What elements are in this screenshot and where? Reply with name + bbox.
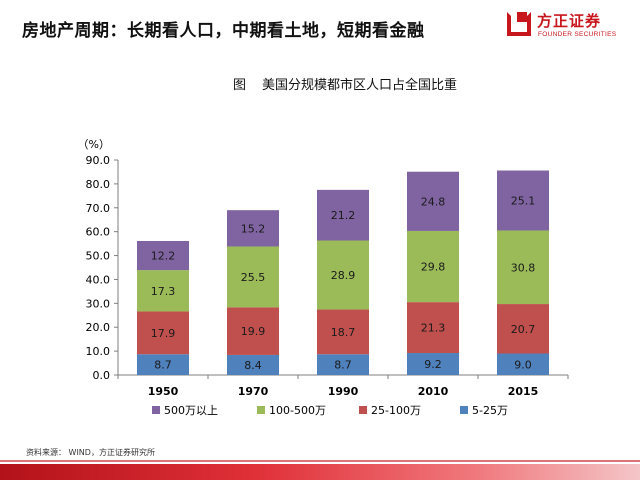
- y-tick-label: 30.0: [86, 297, 111, 310]
- data-label: 30.8: [511, 261, 536, 274]
- founder-securities-logo: 方正证券 FOUNDER SECURITIES: [507, 10, 633, 50]
- data-label: 25.1: [511, 194, 536, 207]
- data-label: 24.8: [421, 195, 446, 208]
- y-tick-label: 90.0: [86, 154, 111, 167]
- bar-segment: [497, 230, 549, 305]
- footer-bar: [0, 464, 640, 480]
- chart-title: 图 美国分规模都市区人口占全国比重: [0, 74, 640, 93]
- data-label: 18.7: [331, 326, 356, 339]
- bar-segment: [317, 309, 369, 355]
- x-tick-label: 2015: [508, 385, 539, 398]
- x-tick-label: 2010: [418, 385, 449, 398]
- logo-text-en: FOUNDER SECURITIES: [538, 31, 617, 38]
- bar-segment: [497, 170, 549, 231]
- bar-segment: [137, 354, 189, 375]
- bar-segment: [137, 311, 189, 355]
- legend-swatch: [359, 406, 367, 414]
- x-tick-label: 1950: [148, 385, 179, 398]
- bar-segment: [317, 189, 369, 241]
- data-label: 17.9: [151, 327, 176, 340]
- footer-divider: [0, 460, 640, 462]
- y-tick-label: 10.0: [86, 345, 111, 358]
- y-axis-unit-label: （%）: [78, 138, 110, 151]
- bar-segment: [227, 307, 279, 355]
- data-label: 9.0: [514, 358, 532, 371]
- logo-text-cn: 方正证券: [537, 12, 602, 30]
- legend-swatch: [460, 406, 468, 414]
- bar-segment: [227, 246, 279, 308]
- data-label: 15.2: [241, 222, 266, 235]
- legend-label: 5-25万: [472, 404, 508, 417]
- data-label: 17.3: [151, 285, 176, 298]
- page-title: 房地产周期：长期看人口，中期看土地，短期看金融: [22, 21, 425, 41]
- legend-label: 25-100万: [371, 404, 421, 417]
- bar-segment: [497, 304, 549, 354]
- legend-label: 100-500万: [269, 404, 326, 417]
- data-label: 8.4: [244, 359, 262, 372]
- x-tick-label: 1990: [328, 385, 359, 398]
- source-note: 资料来源： WIND，方正证券研究所: [26, 448, 155, 457]
- data-label: 9.2: [424, 358, 442, 371]
- y-tick-label: 40.0: [86, 273, 111, 286]
- data-label: 12.2: [151, 250, 176, 263]
- y-tick-label: 50.0: [86, 250, 111, 263]
- y-tick-label: 20.0: [86, 321, 111, 334]
- data-label: 21.2: [331, 209, 356, 222]
- bar-segment: [317, 354, 369, 375]
- data-label: 28.9: [331, 269, 356, 282]
- data-label: 29.8: [421, 261, 446, 274]
- bar-segment: [497, 353, 549, 375]
- figure-title: 美国分规模都市区人口占全国比重: [262, 78, 458, 93]
- bar-segment: [407, 302, 459, 354]
- data-label: 19.9: [241, 325, 266, 338]
- bar-segment: [137, 240, 189, 271]
- data-label: 8.7: [154, 359, 172, 372]
- data-label: 8.7: [334, 359, 352, 372]
- data-label: 21.3: [421, 322, 446, 335]
- legend-swatch: [152, 406, 160, 414]
- bar-segment: [407, 171, 459, 231]
- legend-label: 500万以上: [164, 404, 218, 417]
- y-tick-label: 0.0: [93, 369, 111, 382]
- figure-label: 图: [232, 78, 246, 93]
- bar-segment: [227, 210, 279, 247]
- logo-mark-icon: [507, 12, 531, 36]
- bar-segment: [407, 353, 459, 375]
- bar-segment: [317, 240, 369, 310]
- data-label: 25.5: [241, 271, 266, 284]
- y-tick-label: 60.0: [86, 226, 111, 239]
- bar-segment: [227, 354, 279, 375]
- x-tick-label: 1970: [238, 385, 269, 398]
- legend-swatch: [257, 406, 265, 414]
- y-tick-label: 70.0: [86, 202, 111, 215]
- bar-segment: [137, 270, 189, 312]
- data-label: 20.7: [511, 323, 536, 336]
- bar-segment: [407, 230, 459, 303]
- y-tick-label: 80.0: [86, 178, 111, 191]
